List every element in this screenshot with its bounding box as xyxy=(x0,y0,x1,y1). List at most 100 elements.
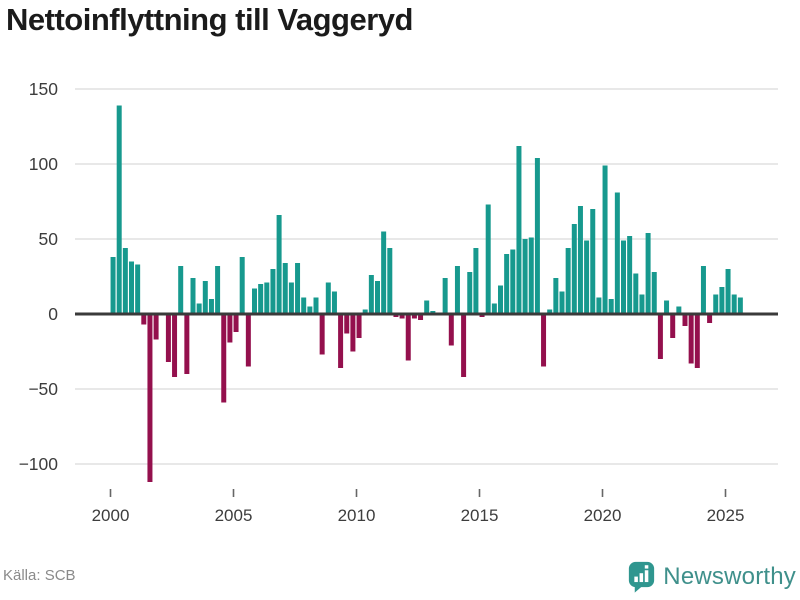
zero-axis-line xyxy=(75,312,778,316)
bar xyxy=(221,314,227,403)
bar xyxy=(528,237,534,314)
bar xyxy=(319,314,325,355)
bar xyxy=(288,282,294,314)
bar xyxy=(461,314,467,377)
bar xyxy=(172,314,178,377)
x-tick-label: 2000 xyxy=(92,506,130,525)
source-label: Källa: SCB xyxy=(3,567,76,584)
bar xyxy=(541,314,547,367)
bar xyxy=(258,284,264,314)
bar xyxy=(731,294,737,314)
x-tick-label: 2020 xyxy=(584,506,622,525)
y-tick-label: 0 xyxy=(48,304,58,324)
bar xyxy=(596,297,602,314)
bar xyxy=(510,249,516,314)
bar xyxy=(454,266,460,314)
bar xyxy=(633,273,639,314)
bar xyxy=(307,306,313,314)
bar xyxy=(141,314,147,325)
bar xyxy=(331,291,337,314)
bar xyxy=(418,314,424,320)
bar xyxy=(707,314,713,323)
bar xyxy=(424,300,430,314)
bar xyxy=(584,240,590,314)
bar xyxy=(504,254,510,314)
bar xyxy=(208,299,214,314)
bar xyxy=(682,314,688,326)
bar xyxy=(516,146,522,314)
bar xyxy=(190,278,196,314)
bar xyxy=(227,314,233,343)
bar xyxy=(153,314,159,340)
bar xyxy=(498,285,503,314)
bar xyxy=(301,297,307,314)
bar xyxy=(252,288,257,314)
bar xyxy=(571,224,577,314)
bar xyxy=(737,297,743,314)
bar xyxy=(165,314,171,362)
bar xyxy=(645,233,651,314)
bar xyxy=(534,158,540,314)
bar xyxy=(116,105,122,314)
bar xyxy=(442,278,448,314)
bar xyxy=(725,269,731,314)
bar xyxy=(577,206,583,314)
bar xyxy=(590,209,596,314)
bar xyxy=(522,239,528,314)
bar xyxy=(276,215,282,314)
bar xyxy=(700,266,706,314)
bar xyxy=(233,314,239,332)
bar xyxy=(313,297,319,314)
bar xyxy=(473,248,479,314)
newsworthy-bubble-chart-icon xyxy=(629,561,655,593)
page-title: Nettoinflyttning till Vaggeryd xyxy=(6,2,413,37)
bar xyxy=(651,272,657,314)
bar xyxy=(387,248,393,314)
bar xyxy=(657,314,663,359)
bar xyxy=(688,314,694,364)
y-tick-label: 100 xyxy=(29,154,58,174)
bar xyxy=(196,303,202,314)
x-tick-label: 2015 xyxy=(461,506,499,525)
bar xyxy=(411,314,417,319)
bar xyxy=(135,264,141,314)
bar xyxy=(485,204,491,314)
bar xyxy=(670,314,676,338)
bar xyxy=(627,236,633,314)
newsworthy-logo[interactable]: Newsworthy xyxy=(628,561,796,593)
bar xyxy=(381,231,387,314)
bar xyxy=(713,294,719,314)
x-tick-label: 2025 xyxy=(707,506,745,525)
bar xyxy=(621,240,626,314)
newsworthy-wordmark: Newsworthy xyxy=(663,563,796,590)
bar xyxy=(110,257,116,314)
bar xyxy=(122,248,128,314)
bar xyxy=(215,266,221,314)
bar xyxy=(547,309,553,314)
bar xyxy=(239,257,245,314)
x-tick-label: 2005 xyxy=(215,506,253,525)
bar xyxy=(362,309,368,314)
bar xyxy=(178,266,184,314)
bar xyxy=(344,314,350,334)
bar xyxy=(245,314,251,367)
bar xyxy=(565,248,571,314)
bar xyxy=(184,314,190,374)
bar xyxy=(368,275,374,314)
bar xyxy=(325,282,331,314)
bar xyxy=(375,281,380,314)
bar xyxy=(338,314,344,368)
bar xyxy=(282,263,288,314)
bar xyxy=(467,272,473,314)
bar xyxy=(664,300,670,314)
bar xyxy=(270,269,276,314)
x-tick-label: 2010 xyxy=(338,506,376,525)
bar xyxy=(676,306,682,314)
bar xyxy=(129,261,134,314)
y-tick-label: 50 xyxy=(39,229,59,249)
bar xyxy=(264,282,270,314)
bar xyxy=(491,303,497,314)
bar xyxy=(602,165,608,314)
bar xyxy=(614,192,620,314)
